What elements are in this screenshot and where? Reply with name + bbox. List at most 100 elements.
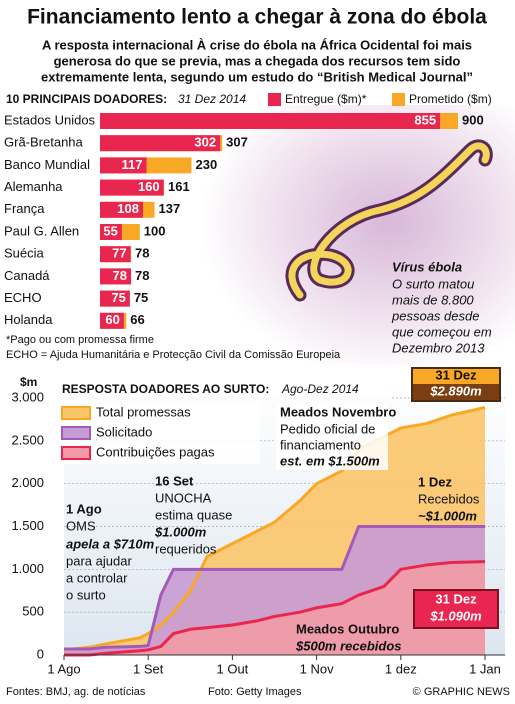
value-label: 900 (462, 112, 484, 127)
line (64, 525, 485, 651)
annotation-title: 31 Dez (435, 367, 477, 382)
annotation: o surto (66, 587, 106, 602)
bar (100, 268, 132, 285)
value-label: 117 (122, 157, 143, 172)
credit: © GRAPHIC NEWS (413, 686, 510, 698)
annotation: $500m recebidos (295, 638, 402, 653)
line (63, 405, 486, 652)
legend-swatch (61, 446, 91, 460)
virus (288, 142, 490, 299)
x-tick-label: 1 Out (217, 661, 249, 676)
x-tick-label: 1 dez (385, 661, 417, 676)
value-label: 77 (112, 246, 126, 261)
annotation: Recebidos (418, 491, 480, 506)
y-tick-label: 2.000 (11, 475, 44, 490)
x-tick-label: 1 Nov (300, 661, 334, 676)
bar (100, 157, 147, 174)
category-label: ECHO (4, 290, 42, 305)
category-label: Banco Mundial (4, 157, 90, 172)
callout-box (413, 384, 499, 400)
annotation: ~$1.000m (418, 508, 477, 523)
value-label: 66 (130, 312, 144, 327)
annotation-title: 1 Ago (66, 501, 102, 516)
legend-label: Total promessas (96, 404, 191, 419)
value-label: 230 (195, 157, 217, 172)
value-label: 60 (105, 312, 119, 327)
category-label: França (4, 201, 45, 216)
value-label: 160 (138, 179, 160, 194)
title: Financiamento lento a chegar à zona do é… (27, 6, 487, 29)
annotation: estima quase (155, 507, 232, 522)
annotation: O surto matou (392, 276, 474, 291)
category-label: Holanda (4, 312, 53, 327)
category-label: Grã-Bretanha (4, 135, 84, 150)
chart-title: RESPOSTA DOADORES AO SURTO: (62, 382, 269, 396)
value-label: 855 (414, 112, 436, 127)
line (64, 560, 486, 657)
value-label: 137 (158, 201, 180, 216)
annotation-title: 16 Set (155, 473, 194, 488)
annotation-title: 1 Dez (418, 474, 452, 489)
x-tick-label: 1 Set (133, 661, 164, 676)
y-tick-label: 0 (37, 646, 44, 661)
value-label: 55 (103, 223, 117, 238)
annotation: $1.000m (154, 524, 207, 539)
legend-swatch (61, 426, 91, 440)
value-label: 78 (113, 268, 127, 283)
annotation-title: 31 Dez (435, 591, 477, 606)
area (64, 561, 485, 655)
x-tick-label: 1 Ago (47, 661, 80, 676)
y-tick-label: 3.000 (11, 389, 44, 404)
annotation: apela a $710m (66, 536, 155, 551)
annotation: $2.890m (429, 383, 482, 398)
value-label: 100 (144, 223, 166, 238)
legend-label: Prometido ($m) (409, 92, 492, 106)
value-label: 161 (168, 179, 190, 194)
photo-credit: Foto: Getty Images (208, 686, 302, 698)
annotation: Dezembro 2013 (392, 340, 485, 355)
y-axis-label: $m (20, 375, 37, 389)
callout-box (413, 589, 499, 629)
category-label: Estados Unidos (4, 112, 96, 127)
y-tick-label: 2.500 (11, 432, 44, 447)
category-label: Suécia (4, 246, 45, 261)
annotation: requeridos (155, 541, 217, 556)
bar (100, 201, 143, 218)
annotation: que começou em (392, 324, 492, 339)
legend-swatch (392, 93, 405, 106)
legend-swatch (61, 406, 91, 420)
legend-label: Contribuições pagas (96, 444, 215, 459)
y-tick-label: 1.500 (11, 518, 44, 533)
subtitle: extremamente lenta, segundo um estudo do… (41, 69, 473, 84)
annotation: est. em $1.500m (280, 453, 380, 468)
category-label: Alemanha (4, 179, 63, 194)
annotation-title: Meados Outubro (296, 621, 399, 636)
bar (100, 179, 164, 196)
annotation: Pedido oficial de (280, 421, 375, 436)
annotation: $1.090m (429, 608, 482, 623)
value-label: 75 (111, 290, 125, 305)
bar (100, 135, 221, 152)
value-label: 302 (194, 135, 216, 150)
value-label: 78 (135, 246, 149, 261)
annotation: OMS (66, 518, 96, 533)
chart-title: 10 PRINCIPAIS DOADORES: (6, 92, 167, 106)
annotation-title: Vírus ébola (392, 259, 462, 274)
annotation-bg (276, 404, 388, 470)
annotation: pessoas desde (391, 308, 479, 323)
legend-label: Solicitado (96, 424, 152, 439)
y-tick-label: 500 (22, 604, 44, 619)
chart-date: Ago-Dez 2014 (281, 382, 359, 396)
legend-bg (60, 402, 260, 464)
subtitle: A resposta internacional À crise do ébol… (42, 37, 472, 52)
value-label: 75 (134, 290, 148, 305)
value-label: 307 (226, 135, 248, 150)
annotation-title: Meados Novembro (280, 404, 396, 419)
annotation: a controlar (66, 570, 128, 585)
annotation: mais de 8.800 (392, 292, 474, 307)
y-tick-label: 1.000 (11, 561, 44, 576)
category-label: Paul G. Allen (4, 223, 79, 238)
bar (100, 224, 122, 240)
footnote: ECHO = Ajuda Humanitária e Protecção Civ… (6, 349, 341, 361)
